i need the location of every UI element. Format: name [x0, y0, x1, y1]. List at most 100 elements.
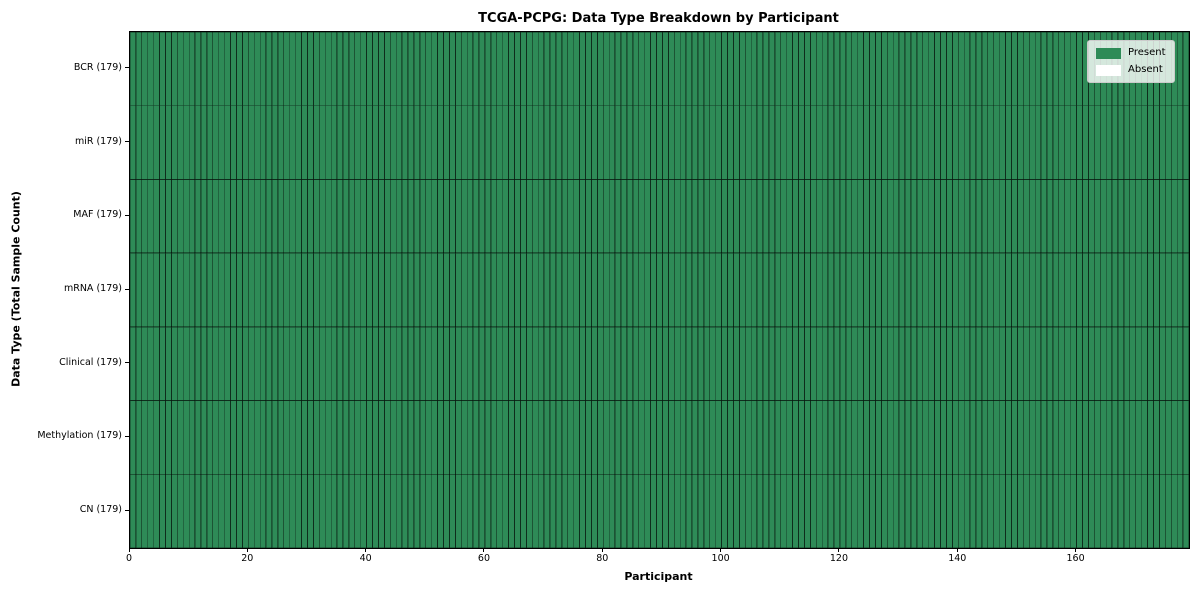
heatmap-cell [904, 179, 912, 254]
heatmap-cell [259, 400, 267, 475]
heatmap-cell [484, 400, 492, 475]
heatmap-cell [875, 32, 882, 107]
heatmap-cell [798, 179, 805, 254]
heatmap-cell [301, 400, 308, 475]
heatmap-cell [265, 32, 273, 107]
heatmap-cell [188, 473, 196, 548]
heatmap-cell [946, 179, 953, 254]
heatmap-cell [934, 473, 941, 548]
heatmap-cell [951, 473, 959, 548]
heatmap-cell [147, 473, 155, 548]
heatmap-cell [1111, 252, 1119, 328]
heatmap-cell [1159, 179, 1166, 254]
heatmap-cell [360, 179, 368, 254]
heatmap-cell [336, 400, 344, 475]
heatmap-cell [845, 473, 853, 548]
heatmap-cell [697, 400, 705, 475]
heatmap-cell [910, 400, 918, 475]
heatmap-cell [1017, 473, 1024, 548]
heatmap-cell [1105, 326, 1113, 401]
heatmap-cell [153, 326, 160, 401]
heatmap-cell [1159, 105, 1166, 180]
heatmap-cell [608, 32, 616, 107]
heatmap-cell [673, 105, 681, 180]
heatmap-cell [1105, 179, 1113, 254]
heatmap-cell [307, 32, 314, 107]
legend-item-absent: Absent [1096, 64, 1166, 76]
heatmap-cell [750, 252, 758, 328]
x-tick [838, 548, 840, 552]
heatmap-cell [531, 326, 539, 401]
heatmap-cell [632, 326, 640, 401]
heatmap-cell [738, 32, 746, 107]
heatmap-cell [537, 252, 545, 328]
heatmap-cell [667, 326, 675, 401]
heatmap-cell [703, 105, 711, 180]
heatmap-cell [608, 326, 616, 401]
heatmap-cell [218, 252, 226, 328]
heatmap-cell [372, 32, 379, 107]
heatmap-cell [159, 105, 166, 180]
heatmap-cell [413, 105, 421, 180]
heatmap-cell [413, 32, 421, 107]
heatmap-cell [685, 105, 693, 180]
x-tick [483, 548, 485, 552]
heatmap-cell [230, 32, 237, 107]
heatmap-cell [307, 179, 314, 254]
heatmap-cell [130, 252, 137, 328]
heatmap-cell [366, 473, 373, 548]
heatmap-cell [886, 179, 894, 254]
heatmap-cell [431, 473, 439, 548]
heatmap-cell [662, 32, 669, 107]
heatmap-cell [1117, 326, 1125, 401]
heatmap-cell [460, 473, 468, 548]
heatmap-cell [543, 400, 551, 475]
heatmap-cell [354, 32, 362, 107]
heatmap-cell [892, 179, 900, 254]
heatmap-cell [573, 326, 581, 401]
heatmap-cell [975, 473, 983, 548]
heatmap-cell [963, 32, 971, 107]
heatmap-cell [449, 105, 456, 180]
heatmap-cell [1164, 326, 1172, 401]
heatmap-cell [679, 105, 687, 180]
heatmap-cell [898, 473, 906, 548]
heatmap-cell [413, 326, 421, 401]
heatmap-cell [644, 32, 652, 107]
heatmap-cell [1135, 179, 1143, 254]
heatmap-cell [419, 105, 427, 180]
heatmap-cell [383, 473, 391, 548]
heatmap-cell [383, 252, 391, 328]
heatmap-cell [389, 400, 397, 475]
heatmap-cell [1011, 105, 1018, 180]
heatmap-cell [366, 32, 373, 107]
heatmap-cell [573, 252, 581, 328]
heatmap-cell [549, 400, 557, 475]
heatmap-cell [892, 326, 900, 401]
heatmap-cell [218, 32, 226, 107]
heatmap-cell [644, 179, 652, 254]
heatmap-cell [567, 32, 575, 107]
heatmap-cell [697, 473, 705, 548]
legend-label-present: Present [1128, 47, 1166, 58]
heatmap-cell [1105, 252, 1113, 328]
heatmap-cell [946, 32, 953, 107]
heatmap-cell [389, 32, 397, 107]
heatmap-cell [957, 326, 965, 401]
heatmap-cell [969, 252, 977, 328]
heatmap-cell [484, 326, 492, 401]
heatmap-cell [342, 105, 350, 180]
heatmap-cell [1123, 473, 1131, 548]
heatmap-cell [277, 105, 285, 180]
heatmap-cell [993, 179, 1001, 254]
heatmap-cell [472, 400, 480, 475]
heatmap-cell [247, 179, 255, 254]
heatmap-cell [957, 473, 965, 548]
heatmap-cell [1159, 252, 1166, 328]
heatmap-cell [869, 252, 876, 328]
heatmap-cell [549, 252, 557, 328]
heatmap-cell [963, 105, 971, 180]
heatmap-cell [815, 252, 823, 328]
heatmap-cell [236, 179, 243, 254]
heatmap-cell [348, 32, 356, 107]
